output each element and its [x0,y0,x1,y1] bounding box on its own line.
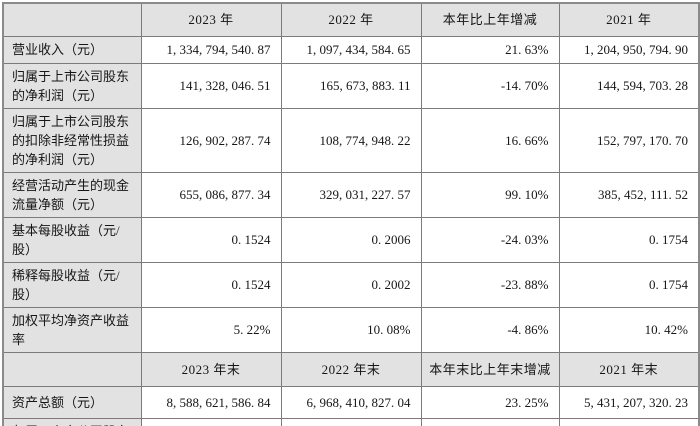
row-label: 资产总额（元） [2,385,142,419]
row-basic-eps: 基本每股收益（元/股） 0. 1524 0. 2006 -24. 03% 0. … [2,216,700,263]
cell-value: 0. 2002 [280,261,422,308]
column-header-2023-end: 2023 年末 [140,351,282,387]
cell-value: 165, 673, 883. 11 [280,62,422,109]
corner-cell [2,351,142,387]
column-header-2022: 2022 年 [280,2,422,37]
cell-value: 8, 588, 621, 586. 84 [140,385,282,419]
cell-value: 1, 204, 950, 794. 90 [558,35,700,64]
cell-value: -14. 70% [420,62,560,109]
cell-value: 141, 328, 046. 51 [140,62,282,109]
cell-value: 1, 097, 434, 584. 65 [280,35,422,64]
cell-value: 21. 63% [420,35,560,64]
cell-value: -4. 86% [420,306,560,353]
column-header-2021-end: 2021 年末 [558,351,700,387]
row-diluted-eps: 稀释每股收益（元/股） 0. 1524 0. 2002 -23. 88% 0. … [2,261,700,308]
row-total-assets: 资产总额（元） 8, 588, 621, 586. 84 6, 968, 410… [2,385,700,419]
row-label: 加权平均净资产收益率 [2,306,142,353]
cell-value: 385, 452, 111. 52 [558,171,700,218]
cell-value: 329, 031, 227. 57 [280,171,422,218]
cell-value: 1, 334, 794, 540. 87 [140,35,282,64]
row-label: 归属于上市公司股东的扣除非经常性损益的净利润（元） [2,107,142,173]
cell-value: 1, 555, 211, 391. 80 [558,417,700,426]
cell-value: 108, 774, 948. 22 [280,107,422,173]
cell-value: 152, 797, 170. 70 [558,107,700,173]
cell-value: 5. 22% [140,306,282,353]
row-label: 归属于上市公司股东的净利润（元） [2,62,142,109]
row-net-profit-excl-nonrecurring: 归属于上市公司股东的扣除非经常性损益的净利润（元） 126, 902, 287.… [2,107,700,173]
column-header-yoy-end: 本年末比上年末增减 [420,351,560,387]
cell-value: 144, 594, 703. 28 [558,62,700,109]
cell-value: 126, 902, 287. 74 [140,107,282,173]
row-label: 稀释每股收益（元/股） [2,261,142,308]
cell-value: 0. 1524 [140,261,282,308]
cell-value: 655, 086, 877. 34 [140,171,282,218]
cell-value: 10. 08% [280,306,422,353]
cell-value: 75. 73% [420,417,560,426]
cell-value: 0. 1754 [558,261,700,308]
cell-value: 10. 42% [558,306,700,353]
row-label: 营业收入（元） [2,35,142,64]
header-row-year-end: 2023 年末 2022 年末 本年末比上年末增减 2021 年末 [2,351,700,387]
cell-value: 23. 25% [420,385,560,419]
row-weighted-avg-roe: 加权平均净资产收益率 5. 22% 10. 08% -4. 86% 10. 42… [2,306,700,353]
cell-value: 0. 1754 [558,216,700,263]
corner-cell [2,2,142,37]
row-label: 经营活动产生的现金流量净额（元） [2,171,142,218]
cell-value: -24. 03% [420,216,560,263]
row-label: 基本每股收益（元/股） [2,216,142,263]
cell-value: 3, 065, 038, 769. 07 [140,417,282,426]
column-header-yoy: 本年比上年增减 [420,2,560,37]
header-row-annual: 2023 年 2022 年 本年比上年增减 2021 年 [2,2,700,37]
row-revenue: 营业收入（元） 1, 334, 794, 540. 87 1, 097, 434… [2,35,700,64]
row-label: 归属于上市公司股东的净资产（元） [2,417,142,426]
cell-value: 16. 66% [420,107,560,173]
column-header-2023: 2023 年 [140,2,282,37]
row-operating-cash-flow: 经营活动产生的现金流量净额（元） 655, 086, 877. 34 329, … [2,171,700,218]
column-header-2022-end: 2022 年末 [280,351,422,387]
cell-value: 1, 744, 149, 997. 73 [280,417,422,426]
row-net-assets: 归属于上市公司股东的净资产（元） 3, 065, 038, 769. 07 1,… [2,417,700,426]
row-net-profit: 归属于上市公司股东的净利润（元） 141, 328, 046. 51 165, … [2,62,700,109]
cell-value: 99. 10% [420,171,560,218]
cell-value: -23. 88% [420,261,560,308]
cell-value: 5, 431, 207, 320. 23 [558,385,700,419]
cell-value: 0. 2006 [280,216,422,263]
cell-value: 6, 968, 410, 827. 04 [280,385,422,419]
cell-value: 0. 1524 [140,216,282,263]
column-header-2021: 2021 年 [558,2,700,37]
